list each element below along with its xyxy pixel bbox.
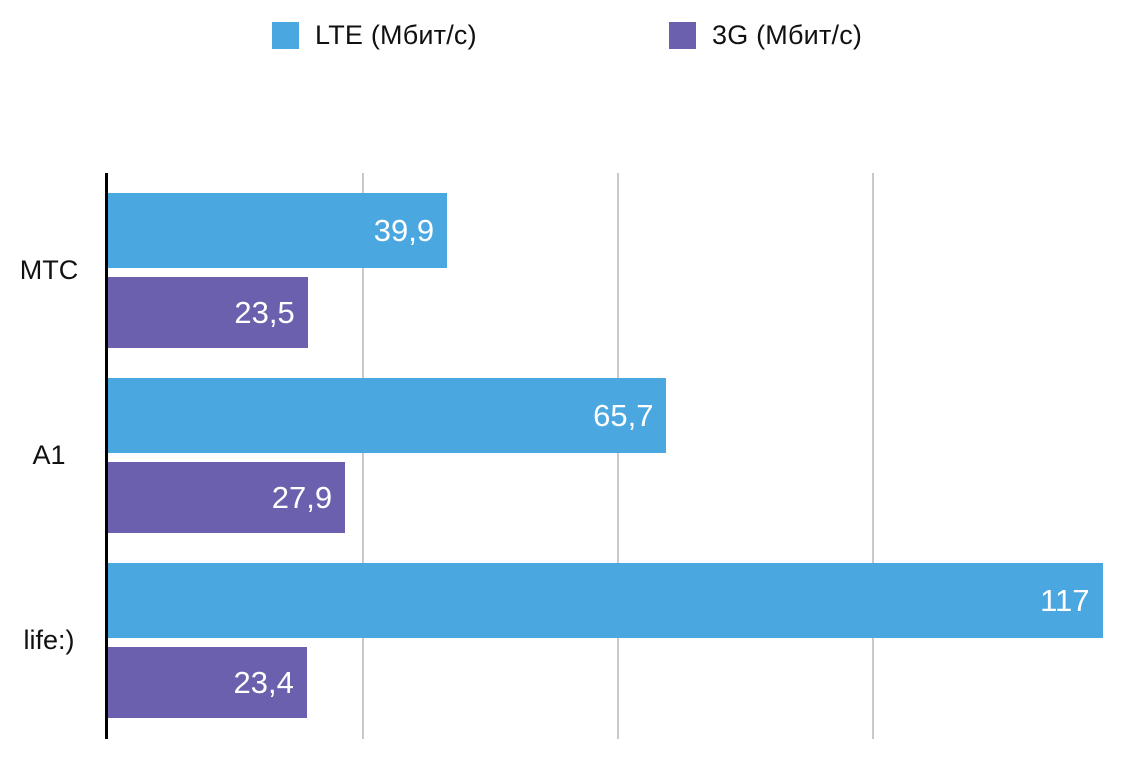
legend-label-lte: LTE (Мбит/с) (315, 19, 477, 50)
legend-swatch-lte-icon (272, 21, 299, 49)
gridline (617, 173, 619, 739)
3g-bar-3: 23,4 (108, 647, 307, 718)
category-label-1: МТС (19, 255, 79, 285)
legend-item-3g: 3G (Мбит/с) (669, 16, 862, 54)
category-label-2: A1 (32, 440, 66, 470)
gridline (362, 173, 364, 739)
legend-label-3g: 3G (Мбит/с) (712, 19, 863, 50)
lte-bar-2: 65,7 (108, 378, 667, 453)
3g-bar-1: 23,5 (108, 277, 308, 348)
lte-bar-3: 117 (108, 563, 1103, 638)
plot-area: 39,9 23,5 МТС 65,7 27,9 A1 117 23,4 life:) (0, 173, 1122, 739)
bar-value-label: 23,4 (233, 664, 294, 700)
bar-value-label: 65,7 (593, 397, 654, 433)
bar-value-label: 23,5 (234, 294, 295, 330)
bar-value-label: 39,9 (373, 212, 435, 248)
legend-swatch-3g-icon (669, 21, 696, 49)
bar-value-label: 27,9 (271, 479, 333, 515)
category-label-3: life:) (23, 625, 75, 655)
gridline (872, 173, 874, 739)
bar-value-label: 117 (1040, 582, 1090, 618)
3g-bar-2: 27,9 (108, 462, 346, 533)
legend-item-lte: LTE (Мбит/с) (272, 16, 477, 54)
lte-bar-1: 39,9 (108, 193, 448, 268)
y-axis-line (105, 173, 108, 739)
